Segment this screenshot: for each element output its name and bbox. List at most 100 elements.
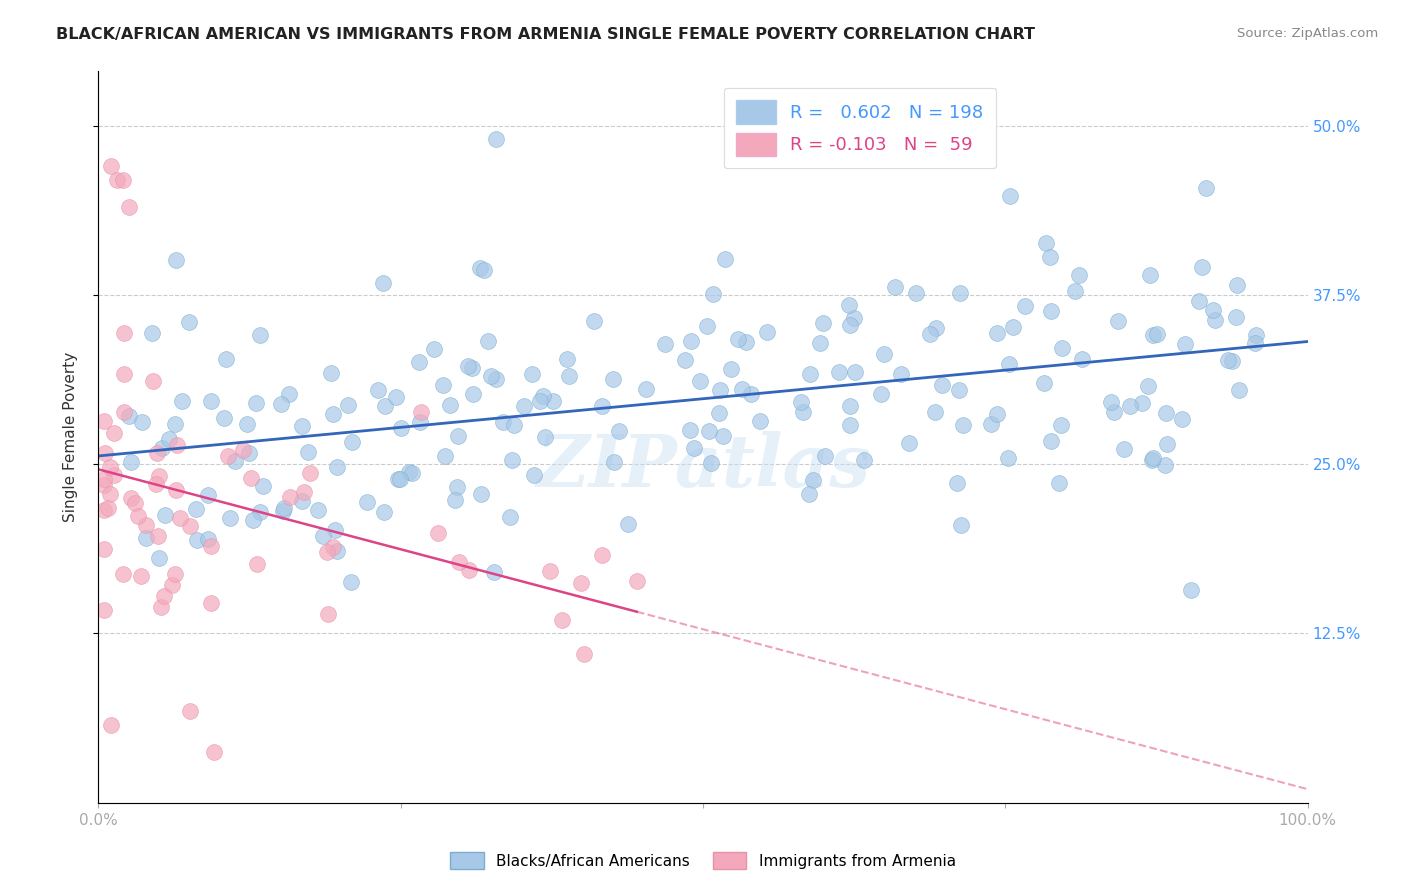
Point [322,540,344,554]
Point [387,472,409,486]
Point [591,548,613,562]
Point [246,557,269,571]
Point [697,424,720,438]
Point [1156,437,1178,451]
Point [148,529,170,543]
Point [541,394,564,409]
Point [215,352,238,367]
Point [186,533,208,547]
Point [810,336,832,351]
Point [673,352,696,367]
Point [179,518,201,533]
Point [367,384,389,398]
Point [127,508,149,523]
Point [142,374,165,388]
Point [145,446,167,460]
Point [150,441,173,455]
Point [792,405,814,419]
Point [160,577,183,591]
Point [98,459,121,474]
Point [709,383,731,397]
Point [169,511,191,525]
Point [740,386,762,401]
Point [1188,294,1211,309]
Point [218,510,240,524]
Point [439,398,461,412]
Point [323,523,346,537]
Point [202,745,225,759]
Point [979,417,1001,431]
Point [479,369,502,384]
Point [340,574,363,589]
Point [607,424,630,438]
Point [93,502,115,516]
Point [1067,268,1090,282]
Point [1243,335,1265,350]
Point [291,494,314,508]
Point [336,398,359,412]
Point [411,405,433,419]
Point [242,513,264,527]
Point [1154,406,1177,420]
Point [997,451,1019,466]
Point [720,362,742,376]
Point [93,603,115,617]
Point [270,397,292,411]
Point [799,367,821,381]
Point [153,508,176,522]
Point [398,465,420,479]
Text: BLACK/AFRICAN AMERICAN VS IMMIGRANTS FROM ARMENIA SINGLE FEMALE POVERTY CORRELAT: BLACK/AFRICAN AMERICAN VS IMMIGRANTS FRO… [56,27,1035,42]
Point [292,484,315,499]
Point [811,316,834,330]
Point [149,600,172,615]
Point [112,326,135,341]
Point [714,252,737,267]
Point [312,529,335,543]
Point [297,445,319,459]
Point [1063,284,1085,298]
Point [814,449,837,463]
Point [298,466,321,480]
Point [485,132,508,146]
Point [603,455,626,469]
Point [235,417,257,432]
Point [1001,319,1024,334]
Point [447,429,470,443]
Point [217,449,239,463]
Point [356,495,378,509]
Point [890,367,912,381]
Point [1170,412,1192,426]
Point [1142,327,1164,342]
Point [93,471,115,485]
Point [434,449,457,463]
Point [1201,303,1223,318]
Point [245,395,267,409]
Point [316,545,339,559]
Point [1191,260,1213,274]
Point [120,491,142,505]
Point [145,477,167,491]
Point [148,468,170,483]
Point [470,487,492,501]
Point [446,480,468,494]
Point [224,454,246,468]
Point [165,566,187,581]
Point [318,607,340,621]
Point [93,541,115,556]
Point [1107,314,1129,328]
Point [931,378,953,392]
Point [534,430,557,444]
Point [689,374,711,388]
Point [1071,352,1094,367]
Point [118,409,141,424]
Point [998,189,1021,203]
Point [1142,450,1164,465]
Point [492,415,515,429]
Point [731,382,754,396]
Point [326,460,349,475]
Point [924,405,946,419]
Point [170,394,193,409]
Point [432,378,454,392]
Point [1154,458,1177,472]
Point [118,200,141,214]
